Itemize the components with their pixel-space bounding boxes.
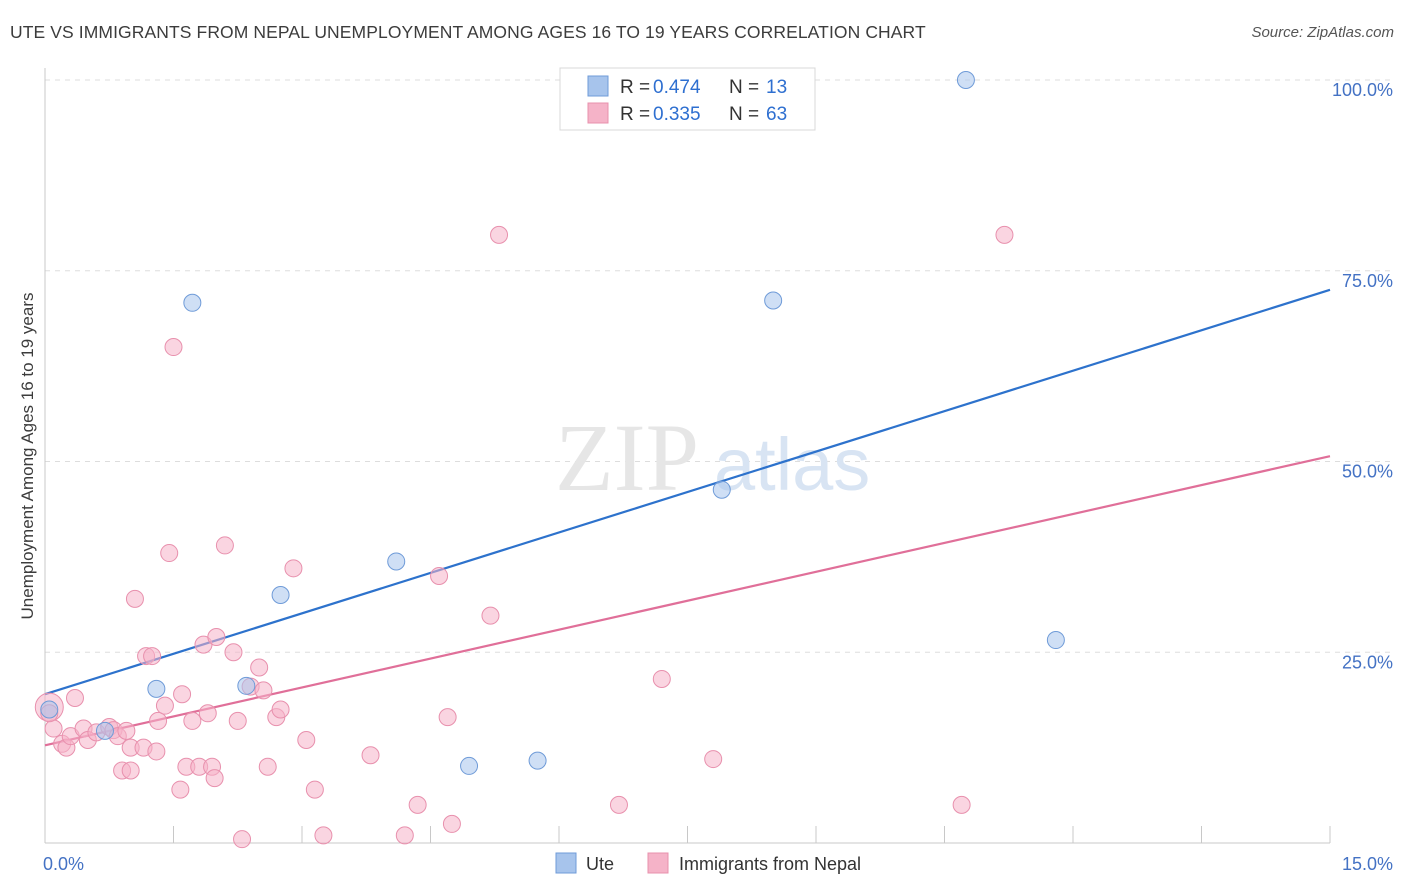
- data-point: [121, 761, 140, 780]
- data-point: [198, 704, 217, 723]
- data-point: [956, 71, 975, 89]
- data-point: [460, 756, 479, 775]
- data-point: [254, 681, 273, 700]
- data-point: [237, 676, 256, 695]
- grid-lines: [45, 79, 1393, 653]
- data-point: [952, 795, 971, 814]
- data-point: [764, 291, 783, 310]
- data-point: [652, 669, 671, 688]
- legend-stats: R = 0.474 N = 13 R = 0.335 N = 63: [559, 67, 816, 131]
- x-tick-label: 15.0%: [1342, 854, 1393, 874]
- data-point: [1046, 631, 1065, 650]
- data-point: [528, 751, 547, 770]
- data-point: [164, 338, 183, 357]
- data-point: [297, 730, 316, 749]
- data-point: [143, 647, 162, 666]
- data-point: [65, 689, 84, 708]
- data-point: [387, 552, 406, 571]
- data-point: [481, 606, 500, 625]
- data-point: [271, 700, 290, 719]
- data-point: [207, 627, 226, 646]
- chart-title: UTE VS IMMIGRANTS FROM NEPAL UNEMPLOYMEN…: [10, 22, 926, 42]
- data-point: [147, 679, 166, 698]
- y-tick-label: 25.0%: [1342, 652, 1393, 672]
- legend-r-label: R =: [620, 104, 650, 125]
- data-point: [314, 826, 333, 845]
- data-point: [490, 225, 509, 244]
- data-point: [155, 696, 174, 715]
- data-point: [44, 719, 63, 738]
- data-point: [704, 750, 723, 769]
- data-point: [117, 721, 136, 740]
- legend-series-name: Ute: [586, 854, 614, 874]
- data-point: [284, 559, 303, 578]
- legend-swatch: [587, 75, 609, 97]
- trend-lines: [44, 288, 1331, 747]
- legend-r-label: R =: [620, 77, 650, 98]
- legend-n-label: N =: [729, 104, 759, 125]
- watermark-zip: ZIP: [555, 404, 699, 511]
- data-point: [215, 536, 234, 555]
- legend-r-value: 0.335: [653, 104, 701, 125]
- data-point: [712, 480, 731, 499]
- data-point: [95, 721, 114, 740]
- legend-n-value: 13: [766, 77, 787, 98]
- trend-line: [44, 288, 1331, 696]
- data-point: [205, 769, 224, 788]
- data-point: [408, 795, 427, 814]
- legend-swatch: [647, 852, 669, 874]
- zipatlas-watermark: ZIP atlas: [555, 404, 870, 511]
- y-tick-label: 50.0%: [1342, 462, 1393, 482]
- data-point: [125, 589, 144, 608]
- data-point: [271, 586, 290, 605]
- data-point: [609, 795, 628, 814]
- data-point: [149, 711, 168, 730]
- data-point: [305, 780, 324, 799]
- data-point: [183, 711, 202, 730]
- data-point: [395, 826, 414, 845]
- data-point: [430, 566, 449, 585]
- y-axis-label: Unemployment Among Ages 16 to 19 years: [18, 293, 37, 620]
- data-point: [438, 708, 457, 727]
- data-point: [171, 780, 190, 799]
- x-tick-label: 0.0%: [43, 854, 84, 874]
- axes: 25.0% 50.0% 75.0% 100.0% 0.0% 15.0% Unemployme…: [18, 68, 1393, 874]
- data-point: [361, 746, 380, 765]
- y-tick-label: 100.0%: [1332, 80, 1393, 100]
- data-point: [160, 544, 179, 563]
- data-point: [224, 643, 243, 662]
- legend-swatch: [587, 102, 609, 124]
- watermark-atlas: atlas: [714, 423, 870, 506]
- legend-series: Ute Immigrants from Nepal: [555, 852, 861, 874]
- legend-r-value: 0.474: [653, 77, 701, 98]
- data-point: [228, 711, 247, 730]
- data-point: [442, 814, 461, 833]
- source-credit: Source: ZipAtlas.com: [1251, 24, 1394, 41]
- legend-series-name: Immigrants from Nepal: [679, 854, 861, 874]
- data-point: [258, 757, 277, 776]
- data-point: [173, 685, 192, 704]
- data-point: [250, 658, 269, 677]
- data-point: [40, 700, 59, 719]
- y-tick-label: 75.0%: [1342, 271, 1393, 291]
- data-point: [995, 225, 1014, 244]
- legend-swatch: [555, 852, 577, 874]
- data-points: [34, 71, 1065, 849]
- legend-n-value: 63: [766, 104, 787, 125]
- data-point: [233, 830, 252, 849]
- legend-n-label: N =: [729, 77, 759, 98]
- data-point: [183, 293, 202, 312]
- data-point: [147, 742, 166, 761]
